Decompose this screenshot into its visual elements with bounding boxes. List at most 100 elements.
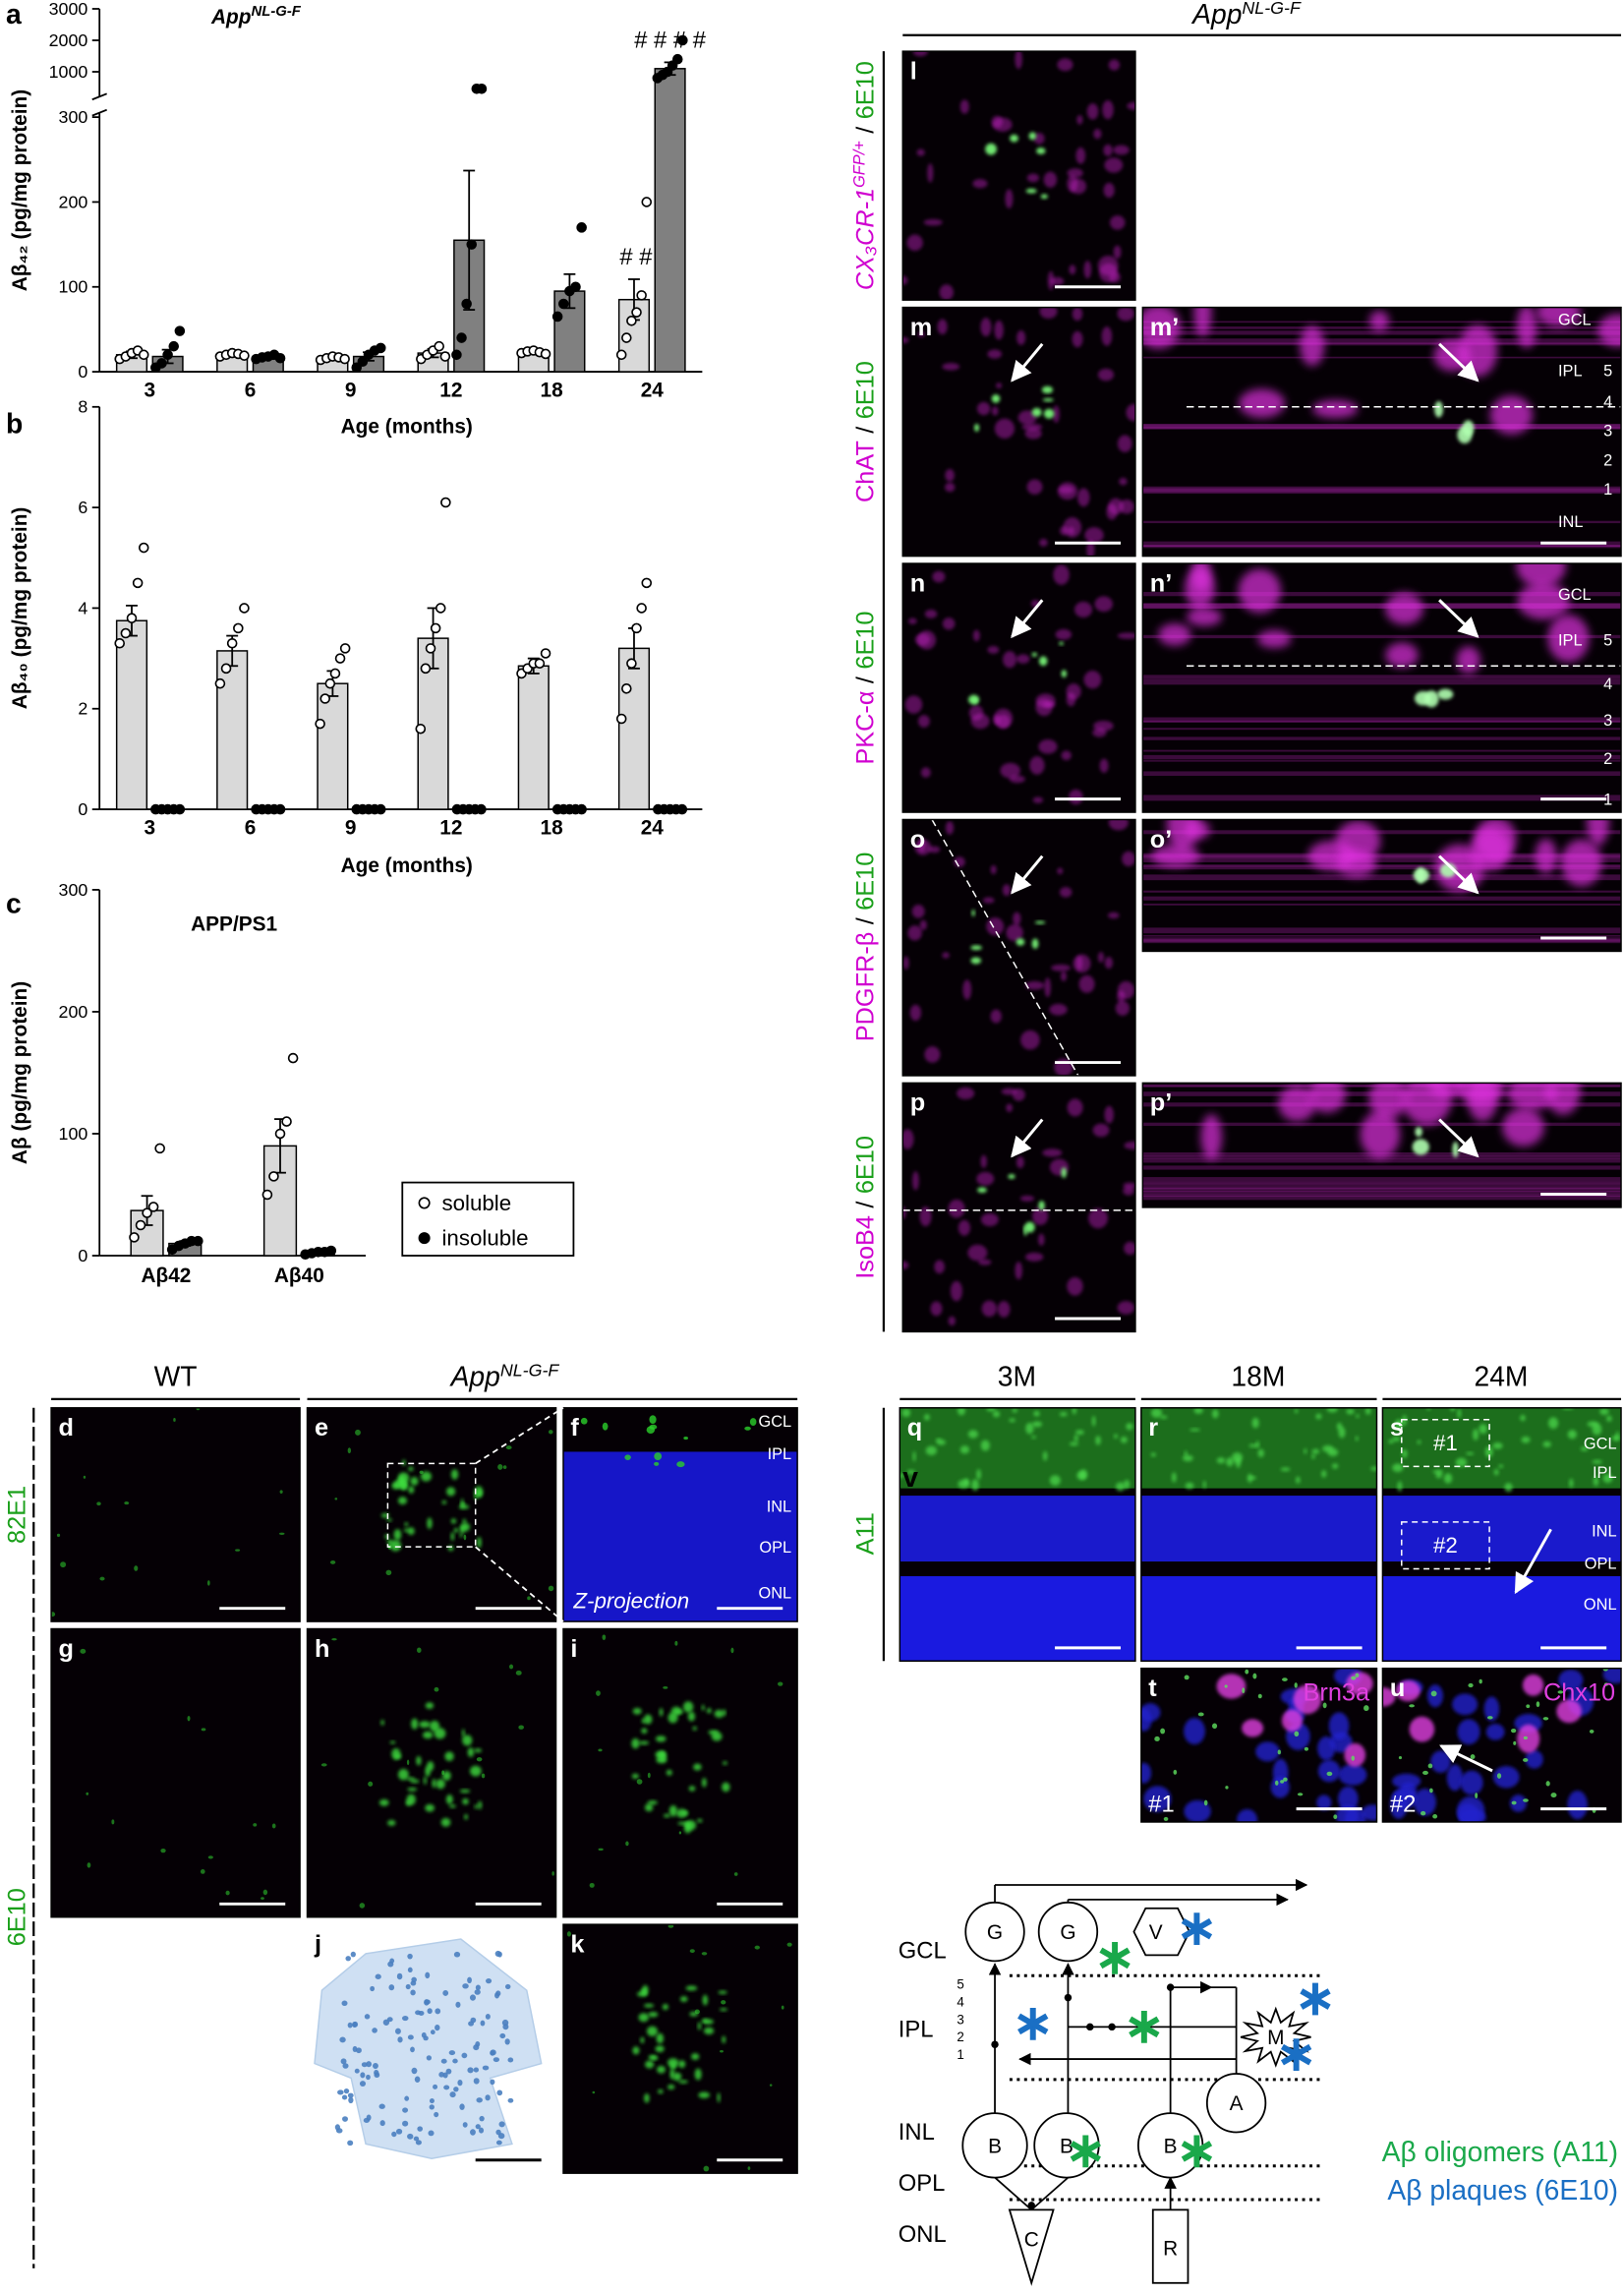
data-point	[615, 713, 627, 725]
stain-spot	[1166, 819, 1199, 851]
stain-spot	[907, 925, 922, 941]
data-point	[466, 239, 478, 250]
arrow	[1011, 599, 1044, 639]
stain-spot	[373, 2062, 378, 2070]
stain-spot	[467, 2067, 474, 2074]
stain-streak	[1142, 486, 1622, 489]
stain-spot	[902, 1261, 909, 1270]
data-point	[476, 84, 488, 94]
stain-spot	[685, 1985, 698, 1991]
stain-spot	[505, 1445, 512, 1450]
stain-spot	[1333, 1814, 1338, 1820]
stain-spot	[1457, 1719, 1480, 1745]
stain-spot	[504, 1983, 511, 1989]
stain-spot	[1020, 1029, 1040, 1050]
header-sup: NL-G-F	[500, 1360, 560, 1380]
stain-spot	[990, 1009, 1002, 1024]
data-point	[440, 497, 451, 508]
stain-spot	[1151, 844, 1200, 867]
region-box	[1401, 1521, 1490, 1570]
arrow	[1438, 1118, 1479, 1158]
panel-letter: d	[59, 1414, 74, 1441]
stain-spot	[1484, 1446, 1493, 1458]
micrograph-frame	[306, 1407, 557, 1622]
marker-name: 6E10	[852, 1136, 880, 1194]
data-point	[621, 683, 632, 694]
stain-spot	[1311, 399, 1359, 419]
stain-spot	[1059, 1412, 1068, 1417]
stain-streak	[1142, 424, 1622, 429]
y-tick-label: 100	[59, 277, 88, 297]
stain-spot	[697, 2022, 702, 2030]
stain-spot	[1452, 1693, 1479, 1716]
y-tick-label: 4	[78, 598, 87, 618]
micrograph-bg	[307, 1407, 556, 1622]
stain-spot	[1053, 564, 1070, 585]
stain-spot	[957, 1407, 965, 1416]
micrograph	[307, 1924, 556, 2174]
stain-spot	[414, 2076, 421, 2084]
stain-spot	[476, 1757, 483, 1762]
micrograph	[899, 1407, 1136, 1663]
stain-spot	[666, 1769, 672, 1776]
stain-spot	[1456, 646, 1480, 675]
stain-spot	[974, 423, 980, 433]
stain-spot	[396, 1972, 403, 1980]
stain-spot	[1467, 1083, 1498, 1122]
stain-spot	[1397, 1481, 1403, 1492]
data-point	[375, 803, 386, 815]
panel-letter: h	[315, 1635, 329, 1663]
stain-spot	[1526, 1704, 1531, 1709]
stain-spot	[1356, 1414, 1360, 1418]
stain-spot	[1117, 435, 1132, 452]
amyloid-marker	[1181, 1917, 1213, 1940]
stain-spot	[419, 1721, 431, 1729]
data-point	[239, 350, 250, 361]
sublayer-label: 1	[957, 2047, 963, 2062]
stain-spot	[1043, 171, 1058, 188]
stain-spot	[1321, 1470, 1327, 1478]
synapse	[1108, 2023, 1116, 2031]
stain-name: IsoB4	[852, 1215, 880, 1279]
stain-spot	[918, 838, 925, 853]
stain-spot	[405, 1983, 411, 1990]
stain-spot	[1055, 628, 1073, 640]
stain-spot	[1368, 311, 1390, 331]
stain-spot	[1556, 1699, 1582, 1724]
data-point	[621, 332, 632, 343]
stain-streak	[1142, 603, 1622, 607]
stain-spot	[485, 2014, 491, 2020]
stain-spot	[1012, 1407, 1017, 1413]
node-label: C	[1024, 2229, 1039, 2252]
stain-spot	[928, 846, 941, 853]
stain-spot	[1304, 1746, 1309, 1751]
stain-streak	[1142, 853, 1622, 857]
stain-spot	[982, 897, 995, 904]
legend-label: soluble	[441, 1191, 511, 1215]
stain-spot	[1300, 325, 1325, 367]
stain-spot	[1449, 1407, 1456, 1412]
data-point	[375, 342, 386, 354]
stain-spot	[1224, 1684, 1228, 1688]
x-tick-label: 24	[641, 816, 665, 839]
stain-spot	[356, 2047, 362, 2054]
stain-spot	[1363, 1705, 1369, 1712]
layer-label: 4	[1603, 676, 1612, 693]
layer-label: OPL	[899, 2170, 946, 2197]
micrograph-content	[1142, 307, 1622, 557]
stain-spot	[722, 2035, 726, 2044]
stain-spot	[1015, 938, 1025, 946]
micrograph-content	[902, 51, 1135, 301]
stain-spot	[428, 2130, 435, 2137]
stain-spot	[1498, 1464, 1504, 1469]
stain-spot	[662, 2004, 668, 2011]
stain-spot	[698, 2091, 711, 2098]
stain-spot	[1033, 132, 1045, 145]
data-point	[142, 1207, 152, 1218]
data-point	[319, 693, 331, 704]
separator: /	[852, 1201, 880, 1208]
region-label: #2	[1390, 1792, 1416, 1818]
stain-spot	[909, 1004, 922, 1022]
stain-spot	[717, 2092, 721, 2103]
stain-streak	[1142, 427, 1622, 430]
